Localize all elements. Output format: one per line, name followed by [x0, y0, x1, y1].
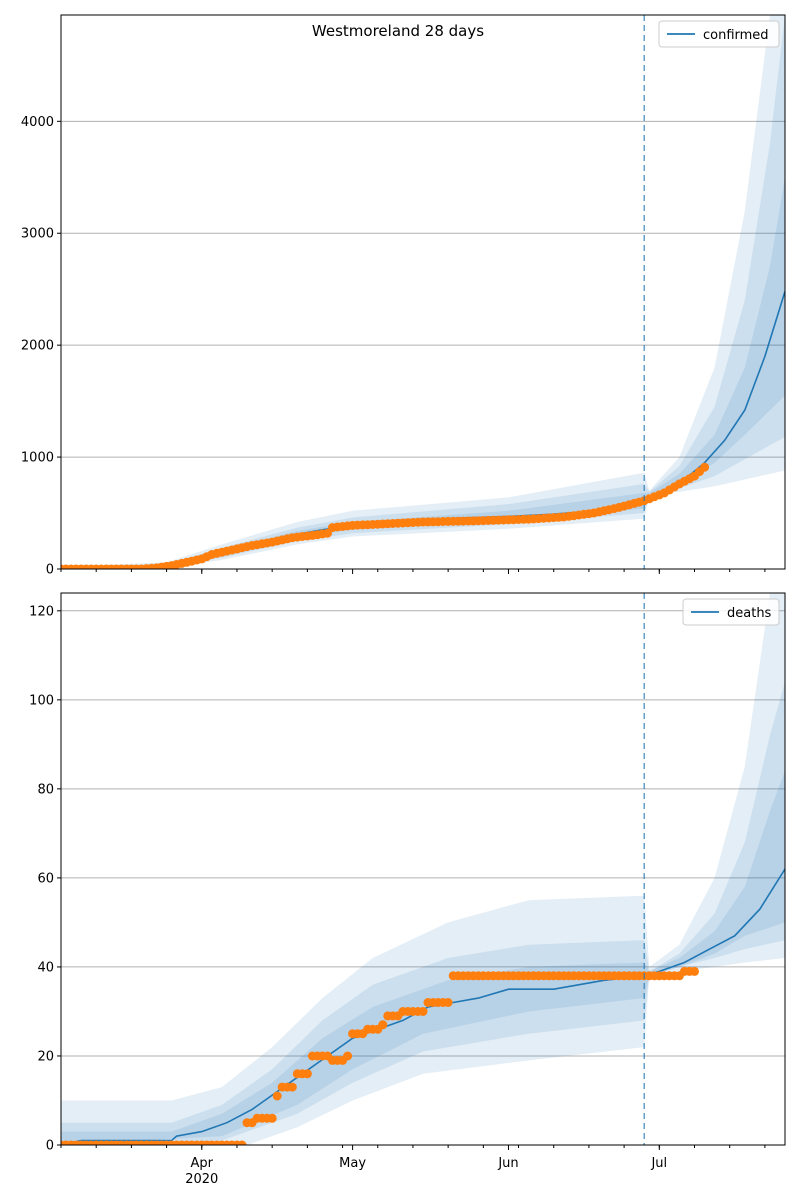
observed-point [267, 1113, 277, 1123]
y-tick-label: 40 [37, 960, 54, 975]
x-tick-label: May [339, 1156, 366, 1171]
confirmed-panel: 0 1000 2000 3000 4000 confirmed [21, 14, 786, 578]
x-tick-label: Apr [191, 1156, 214, 1171]
y-tick-label: 0 [46, 1139, 54, 1154]
legend-box [682, 598, 780, 626]
uncertainty-band-middle [61, 682, 785, 1145]
chart-title: Westmoreland 28 days [312, 22, 484, 40]
legend-label: confirmed [703, 28, 769, 43]
observed-point [343, 1051, 353, 1061]
y-tick-label: 1000 [21, 451, 54, 466]
observed-point [690, 966, 699, 976]
x-tick-label: Jun [497, 1156, 518, 1171]
observed-point [700, 462, 710, 472]
observed-point [378, 1020, 388, 1030]
observed-point [443, 998, 453, 1007]
plot-area [61, 593, 785, 1145]
y-tick-label: 0 [46, 563, 54, 578]
x-tick-label: Jul [650, 1156, 667, 1171]
observed-point [287, 1082, 297, 1092]
observed-point [302, 1069, 312, 1079]
y-tick-label: 100 [29, 693, 54, 708]
axes-frame [60, 592, 786, 1146]
observed-point [272, 1091, 282, 1101]
legend: confirmed [658, 20, 780, 48]
plot-area [61, 15, 785, 569]
y-tick-label: 120 [29, 604, 54, 619]
y-tick-label: 2000 [21, 339, 54, 354]
legend-box [658, 20, 780, 48]
observed-point [418, 1007, 428, 1016]
x-tick-sublabel: 2020 [185, 1172, 218, 1187]
y-tick-label: 20 [37, 1049, 54, 1064]
y-tick-label: 60 [37, 871, 54, 886]
uncertainty-band-outer [61, 593, 785, 1145]
y-tick-label: 3000 [21, 227, 54, 242]
y-tick-label: 4000 [21, 115, 54, 130]
legend: deaths [682, 598, 780, 626]
observed-point [237, 1140, 247, 1145]
y-tick-label: 80 [37, 782, 54, 797]
legend-label: deaths [727, 606, 772, 621]
axes-frame [60, 14, 786, 570]
